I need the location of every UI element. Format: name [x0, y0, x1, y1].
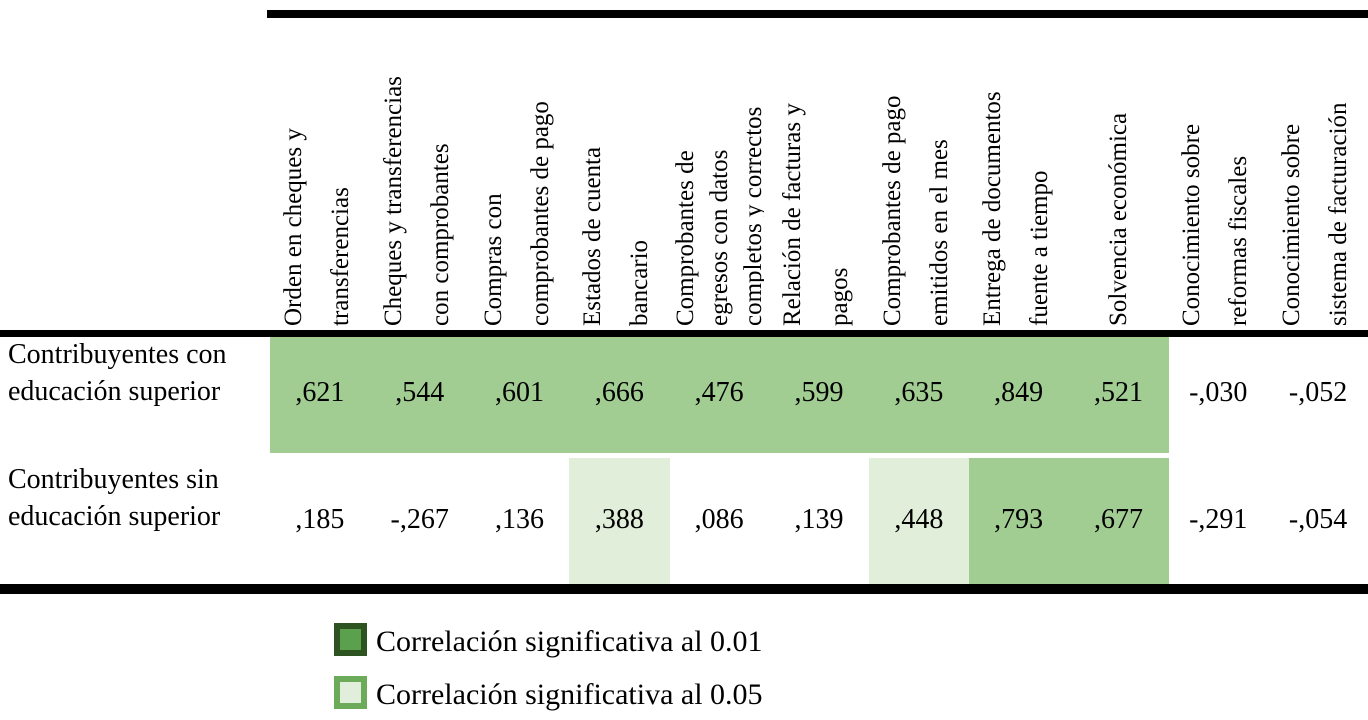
- column-header-line: emitidos en el mes: [925, 139, 953, 326]
- correlation-value: ,544: [395, 377, 445, 408]
- correlation-value: ,086: [694, 504, 744, 535]
- column-header-line: fuente a tiempo: [1025, 170, 1053, 327]
- column-header-line: reformas fiscales: [1225, 155, 1253, 326]
- legend-swatch-001-icon: [334, 623, 367, 656]
- column-header-line: Relación de facturas y: [779, 103, 807, 326]
- column-header-line: comprobantes de pago: [526, 101, 554, 326]
- correlation-value: ,448: [894, 504, 944, 535]
- correlation-value: ,621: [295, 377, 345, 408]
- column-header: Comprobantes de egresos con datos completo…: [669, 17, 769, 329]
- correlation-value: ,599: [794, 377, 844, 408]
- correlation-value: -,267: [390, 504, 449, 535]
- correlation-value: ,521: [1093, 377, 1143, 408]
- significance-highlight-001: [968, 458, 1169, 584]
- correlation-value: ,677: [1093, 504, 1143, 535]
- row-label-con-educacion-superior: Contribuyentes con educación superior: [8, 336, 227, 410]
- column-header-line: Comprobantes de: [672, 150, 700, 326]
- column-header: Orden en cheques y transferencias: [270, 17, 370, 329]
- column-header: Compras con comprobantes de pago: [470, 17, 570, 329]
- correlation-value: ,136: [495, 504, 545, 535]
- column-header-line: transferencias: [327, 187, 354, 326]
- column-header: Conocimiento sobre sistema de facturación: [1268, 17, 1368, 329]
- significance-highlight-001: [270, 337, 1169, 453]
- correlation-value: -,054: [1288, 504, 1348, 535]
- row-label-line: Contribuyentes sin: [8, 464, 219, 495]
- column-header-line: Solvencia económica: [1104, 112, 1132, 326]
- correlation-value: ,635: [894, 377, 944, 408]
- correlation-value: ,139: [794, 504, 844, 535]
- significance-highlight-005: [569, 458, 670, 584]
- correlation-value: ,666: [594, 377, 644, 408]
- column-header-line: Compras con: [479, 193, 507, 326]
- column-header-line: Orden en cheques y: [280, 128, 307, 326]
- legend-label-001: Correlación significativa al 0.01: [376, 625, 763, 658]
- column-header-line: Entrega de documentos: [978, 91, 1006, 326]
- row-label-line: Contribuyentes con: [8, 339, 227, 370]
- table-header-rule: [0, 330, 1368, 337]
- column-header: Entrega de documentos fuente a tiempo: [969, 17, 1069, 329]
- correlation-value: -,052: [1288, 377, 1348, 408]
- column-header-line: sistema de facturación: [1325, 102, 1353, 326]
- row-label-line: educación superior: [8, 376, 221, 407]
- correlation-value: ,849: [994, 377, 1044, 408]
- column-header-line: pagos: [826, 267, 854, 326]
- correlation-value: ,388: [594, 504, 644, 535]
- correlation-value: -,291: [1189, 504, 1248, 535]
- column-header-line: completos y correctos: [740, 106, 765, 326]
- significance-highlight-005: [868, 458, 970, 584]
- column-header-line: Cheques y transferencias: [379, 76, 407, 326]
- row-label-line: educación superior: [8, 501, 221, 532]
- column-header-line: egresos con datos: [706, 149, 734, 326]
- table-bottom-rule: [0, 584, 1368, 594]
- column-header: Estados de cuenta bancario: [569, 17, 669, 329]
- column-header: Cheques y transferencias con comprobantes: [370, 17, 470, 329]
- column-header: Conocimiento sobre reformas fiscales: [1168, 17, 1268, 329]
- table-top-rule: [267, 10, 1368, 18]
- column-header-line: bancario: [626, 239, 654, 326]
- column-header-line: Conocimiento sobre: [1178, 123, 1206, 326]
- legend-swatch-005-icon: [334, 676, 367, 709]
- row-label-sin-educacion-superior: Contribuyentes sin educación superior: [8, 461, 220, 535]
- correlation-value: ,476: [694, 377, 744, 408]
- column-header: Solvencia económica: [1069, 17, 1169, 329]
- column-header-line: Comprobantes de pago: [878, 95, 906, 326]
- column-header: Comprobantes de pago emitidos en el mes: [869, 17, 969, 329]
- correlation-value: ,601: [495, 377, 545, 408]
- correlation-value: -,030: [1189, 377, 1248, 408]
- column-header-line: Conocimiento sobre: [1278, 123, 1306, 326]
- column-header: Relación de facturas y pagos: [769, 17, 869, 329]
- legend-label-005: Correlación significativa al 0.05: [376, 678, 763, 711]
- column-header-line: con comprobantes: [426, 143, 454, 326]
- column-header-line: Estados de cuenta: [579, 146, 607, 326]
- correlation-value: ,793: [994, 504, 1044, 535]
- correlation-value: ,185: [295, 504, 345, 535]
